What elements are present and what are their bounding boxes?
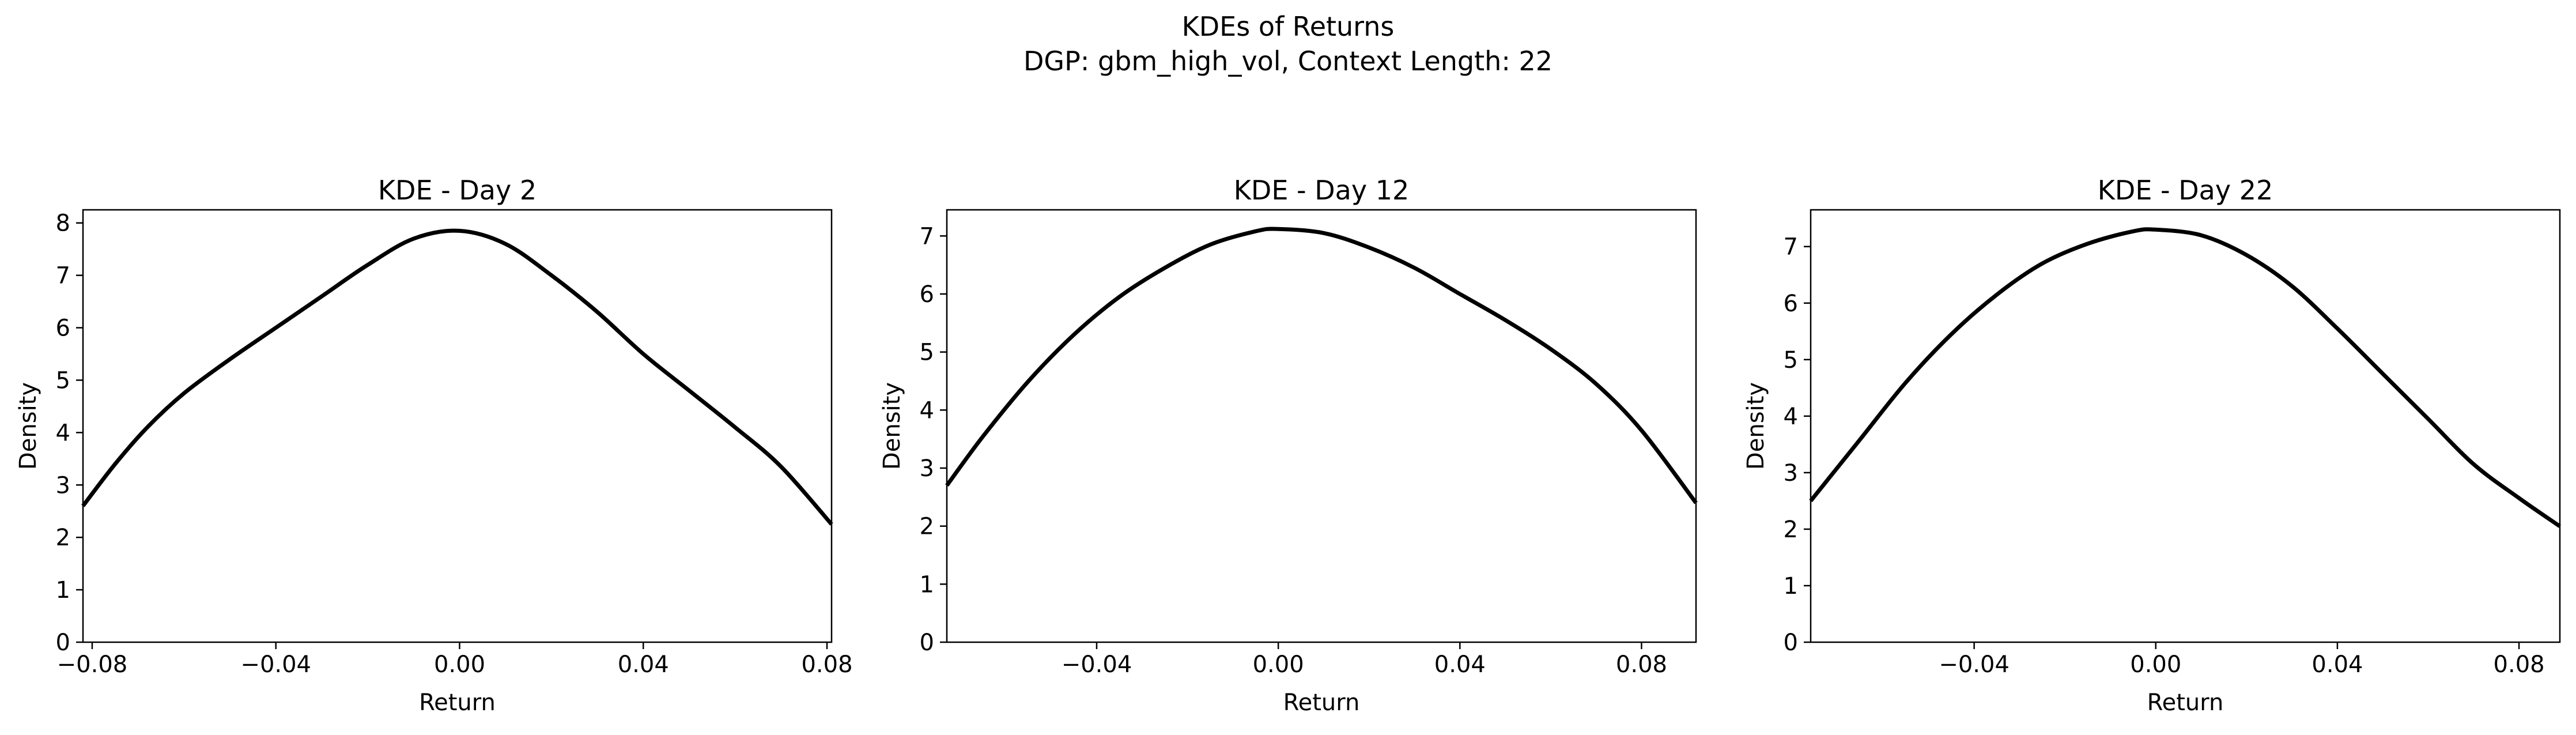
x-tick-label: 0.08 <box>2494 651 2545 678</box>
y-tick-label: 1 <box>1784 573 1798 600</box>
y-axis-label: Density <box>1743 382 1769 470</box>
y-tick-label: 4 <box>56 420 70 446</box>
y-tick-label: 1 <box>920 571 934 598</box>
y-tick-label: 5 <box>1784 347 1798 374</box>
y-tick-label: 4 <box>1784 404 1798 430</box>
y-tick-label: 2 <box>1784 517 1798 543</box>
y-tick-label: 0 <box>56 630 70 656</box>
subplot-panels: KDE - Day 2 −0.08 −0.04 0.00 0.04 0.08 0 1 2 3 4 5 6… <box>15 175 2561 716</box>
x-axis-label: Return <box>2147 689 2224 716</box>
y-tick-label: 4 <box>920 397 934 424</box>
subplot-3: KDE - Day 22 −0.04 0.00 0.04 0.08 0 1 2 3 4 5 6 7 Ret… <box>1743 175 2561 716</box>
x-tick-label: 0.04 <box>1434 651 1486 678</box>
y-tick-label: 7 <box>56 263 70 289</box>
subplot-title: KDE - Day 2 <box>378 175 537 206</box>
x-tick-label: 0.00 <box>2130 651 2181 678</box>
y-tick-label: 6 <box>56 315 70 342</box>
y-tick-label: 2 <box>56 525 70 551</box>
subplot-title: KDE - Day 22 <box>2098 175 2273 206</box>
y-tick-label: 3 <box>920 455 934 482</box>
subplot-1: KDE - Day 2 −0.08 −0.04 0.00 0.04 0.08 0 1 2 3 4 5 6… <box>15 175 853 716</box>
y-tick-label: 0 <box>1784 630 1798 656</box>
axes-frame <box>82 209 833 643</box>
x-tick-label: 0.04 <box>618 651 669 678</box>
y-tick-label: 7 <box>1784 234 1798 261</box>
x-tick-label: 0.00 <box>434 651 485 678</box>
y-tick-label: 3 <box>56 472 70 499</box>
figure-suptitle-line2: DGP: gbm_high_vol, Context Length: 22 <box>1023 46 1553 77</box>
kde-curve <box>1809 227 2561 528</box>
x-tick-label: 0.00 <box>1253 651 1304 678</box>
x-tick-label: −0.04 <box>240 651 311 678</box>
kde-curve <box>81 228 833 526</box>
y-tick-label: 5 <box>920 340 934 366</box>
axes-frame <box>1810 209 2561 643</box>
axes-frame <box>946 209 1697 643</box>
x-tick-label: 0.04 <box>2311 651 2363 678</box>
y-tick-label: 3 <box>1784 460 1798 487</box>
y-tick-label: 1 <box>56 577 70 604</box>
y-tick-label: 7 <box>920 223 934 250</box>
x-tick-label: −0.04 <box>1939 651 2010 678</box>
x-axis-label: Return <box>419 689 496 716</box>
y-tick-label: 6 <box>1784 291 1798 317</box>
figure-suptitle-line1: KDEs of Returns <box>1182 11 1395 42</box>
x-axis-label: Return <box>1283 689 1360 716</box>
x-tick-label: −0.08 <box>57 651 128 678</box>
subplot-2: KDE - Day 12 −0.04 0.00 0.04 0.08 0 1 2 3 4 5 6 7 Ret… <box>879 175 1698 716</box>
y-tick-label: 0 <box>920 630 934 656</box>
y-tick-label: 2 <box>920 514 934 540</box>
x-tick-label: 0.08 <box>801 651 852 678</box>
y-tick-label: 8 <box>56 210 70 237</box>
y-tick-label: 6 <box>920 281 934 308</box>
x-tick-label: −0.04 <box>1062 651 1132 678</box>
x-tick-label: 0.08 <box>1616 651 1667 678</box>
subplot-title: KDE - Day 12 <box>1234 175 1409 206</box>
y-tick-label: 5 <box>56 367 70 394</box>
y-axis-label: Density <box>15 382 41 470</box>
kde-curve <box>945 227 1698 504</box>
y-axis-label: Density <box>879 382 905 470</box>
